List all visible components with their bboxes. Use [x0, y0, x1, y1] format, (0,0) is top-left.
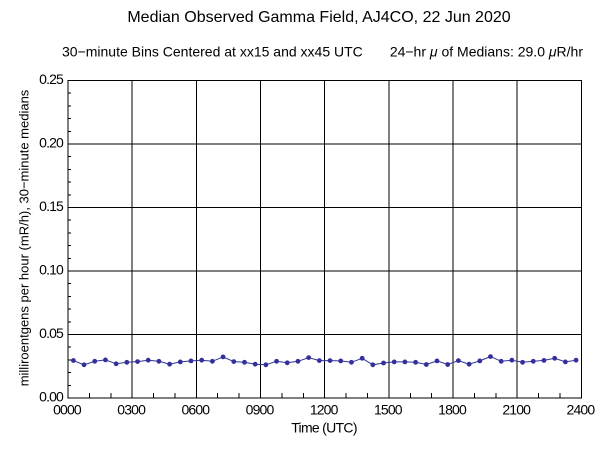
- svg-text:1200: 1200: [310, 402, 339, 418]
- svg-text:1800: 1800: [438, 402, 467, 418]
- svg-text:2100: 2100: [502, 402, 531, 418]
- svg-text:0900: 0900: [246, 402, 275, 418]
- svg-text:0.25: 0.25: [39, 71, 64, 87]
- svg-text:0.20: 0.20: [39, 135, 64, 151]
- svg-text:0600: 0600: [181, 402, 210, 418]
- svg-text:0300: 0300: [117, 402, 146, 418]
- svg-text:0.00: 0.00: [39, 389, 64, 405]
- svg-text:0000: 0000: [53, 402, 82, 418]
- svg-text:0.05: 0.05: [39, 325, 64, 341]
- svg-text:1500: 1500: [374, 402, 403, 418]
- svg-text:Median Observed Gamma Field, A: Median Observed Gamma Field, AJ4CO, 22 J…: [127, 9, 510, 26]
- svg-text:24−hr μ of Medians: 29.0 μR/hr: 24−hr μ of Medians: 29.0 μR/hr: [390, 44, 584, 60]
- svg-text:milliroentgens per hour (mR/h): milliroentgens per hour (mR/h), 30−minut…: [17, 89, 32, 386]
- svg-text:Time (UTC): Time (UTC): [291, 419, 357, 435]
- svg-text:0.10: 0.10: [39, 262, 64, 278]
- svg-text:0.15: 0.15: [39, 198, 64, 214]
- svg-text:30−minute Bins Centered at xx1: 30−minute Bins Centered at xx15 and xx45…: [62, 44, 363, 60]
- svg-text:2400: 2400: [567, 402, 596, 418]
